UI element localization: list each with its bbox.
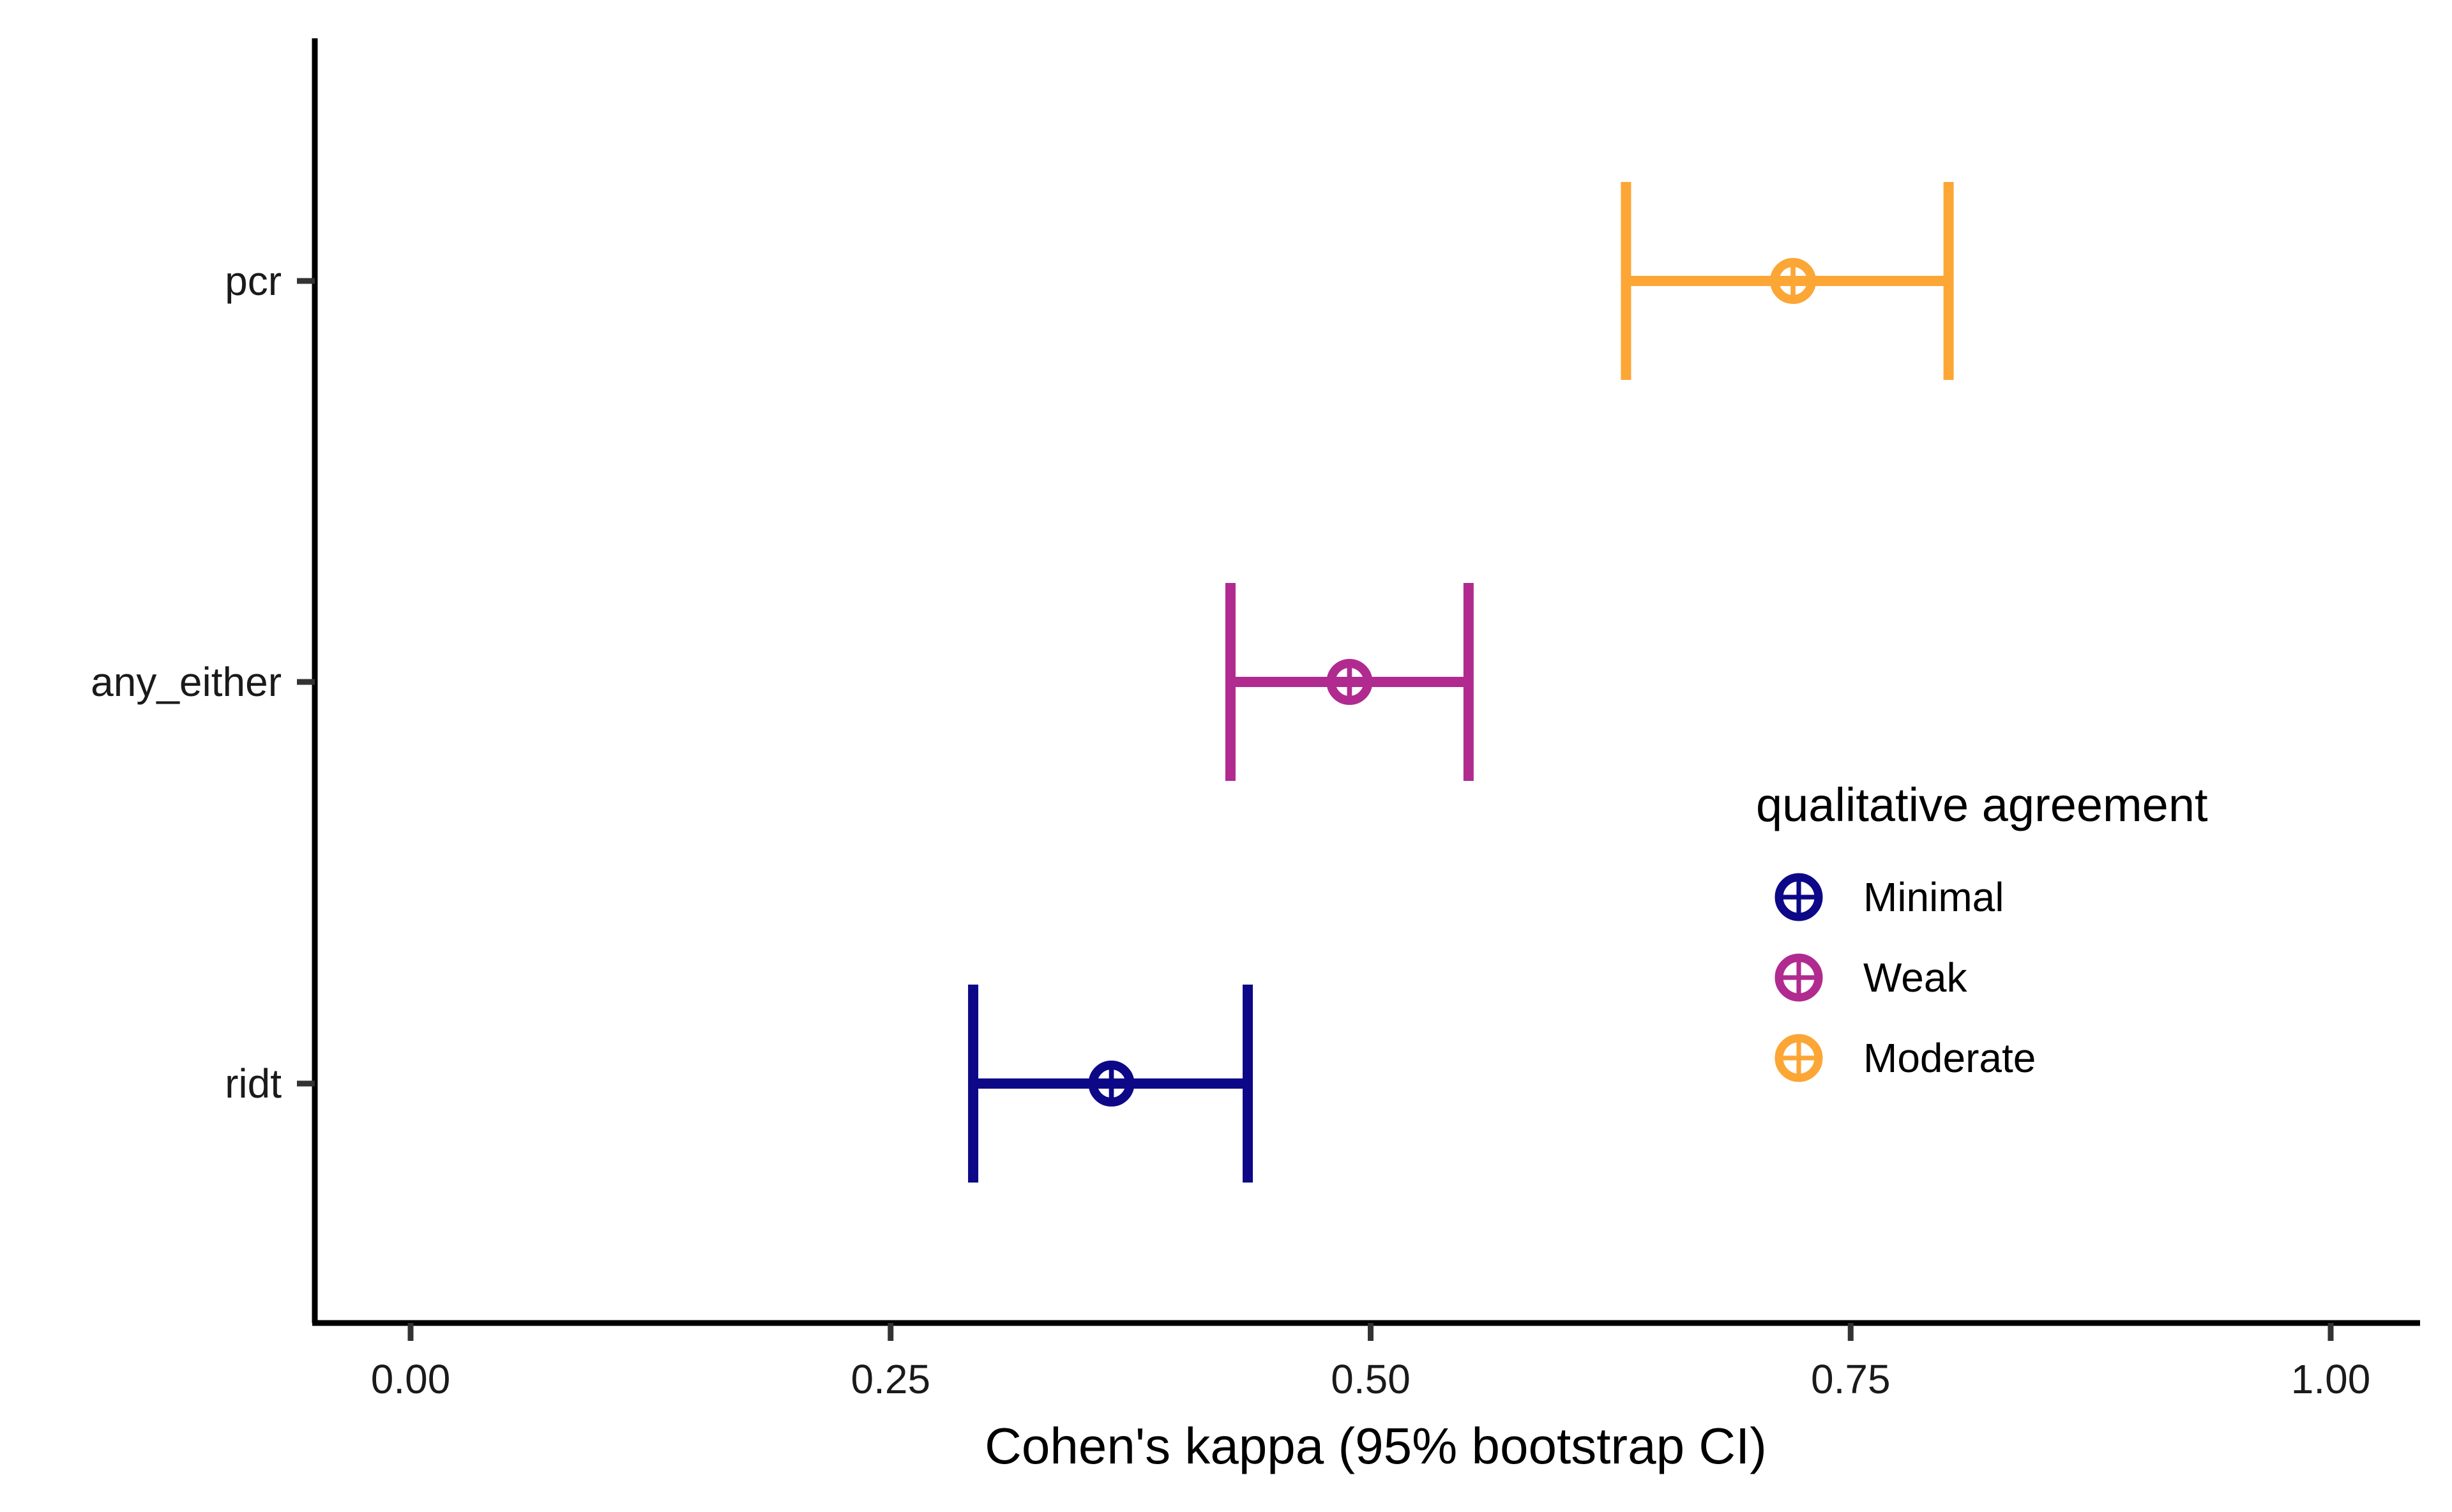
y-tick-label: any_either	[91, 659, 282, 705]
legend-key-minimal	[1775, 873, 1823, 921]
errorbar-any_either	[1225, 583, 1474, 781]
legend-label-moderate: Moderate	[1863, 1035, 2036, 1081]
legend-label-minimal: Minimal	[1863, 874, 2004, 920]
x-tick-label: 0.25	[851, 1356, 930, 1402]
axes-layer: 0.00 0.25 0.50 0.75 1.00 ridt any_either pcr	[91, 38, 2420, 1402]
legend-title: qualitative agreement	[1756, 778, 2208, 831]
y-tick-label: pcr	[225, 258, 282, 304]
point-pcr	[1770, 258, 1817, 304]
x-tick-label: 0.50	[1331, 1356, 1411, 1402]
legend-key-moderate	[1775, 1034, 1823, 1082]
x-tick-label: 0.75	[1811, 1356, 1891, 1402]
x-tick-label: 1.00	[2291, 1356, 2371, 1402]
point-ridt	[1088, 1061, 1135, 1107]
errorbar-pcr	[1621, 182, 1954, 380]
x-axis-title: Cohen's kappa (95% bootstrap CI)	[985, 1418, 1767, 1474]
data-layer	[968, 182, 1954, 1183]
legend-label-weak: Weak	[1863, 955, 1967, 1001]
legend-key-weak	[1775, 953, 1823, 1002]
errorbar-ridt	[968, 985, 1253, 1183]
point-any_either	[1326, 659, 1373, 705]
legend: qualitative agreement Minimal Weak Moderat…	[1756, 778, 2208, 1082]
y-tick-label: ridt	[225, 1061, 282, 1107]
x-tick-label: 0.00	[371, 1356, 451, 1402]
